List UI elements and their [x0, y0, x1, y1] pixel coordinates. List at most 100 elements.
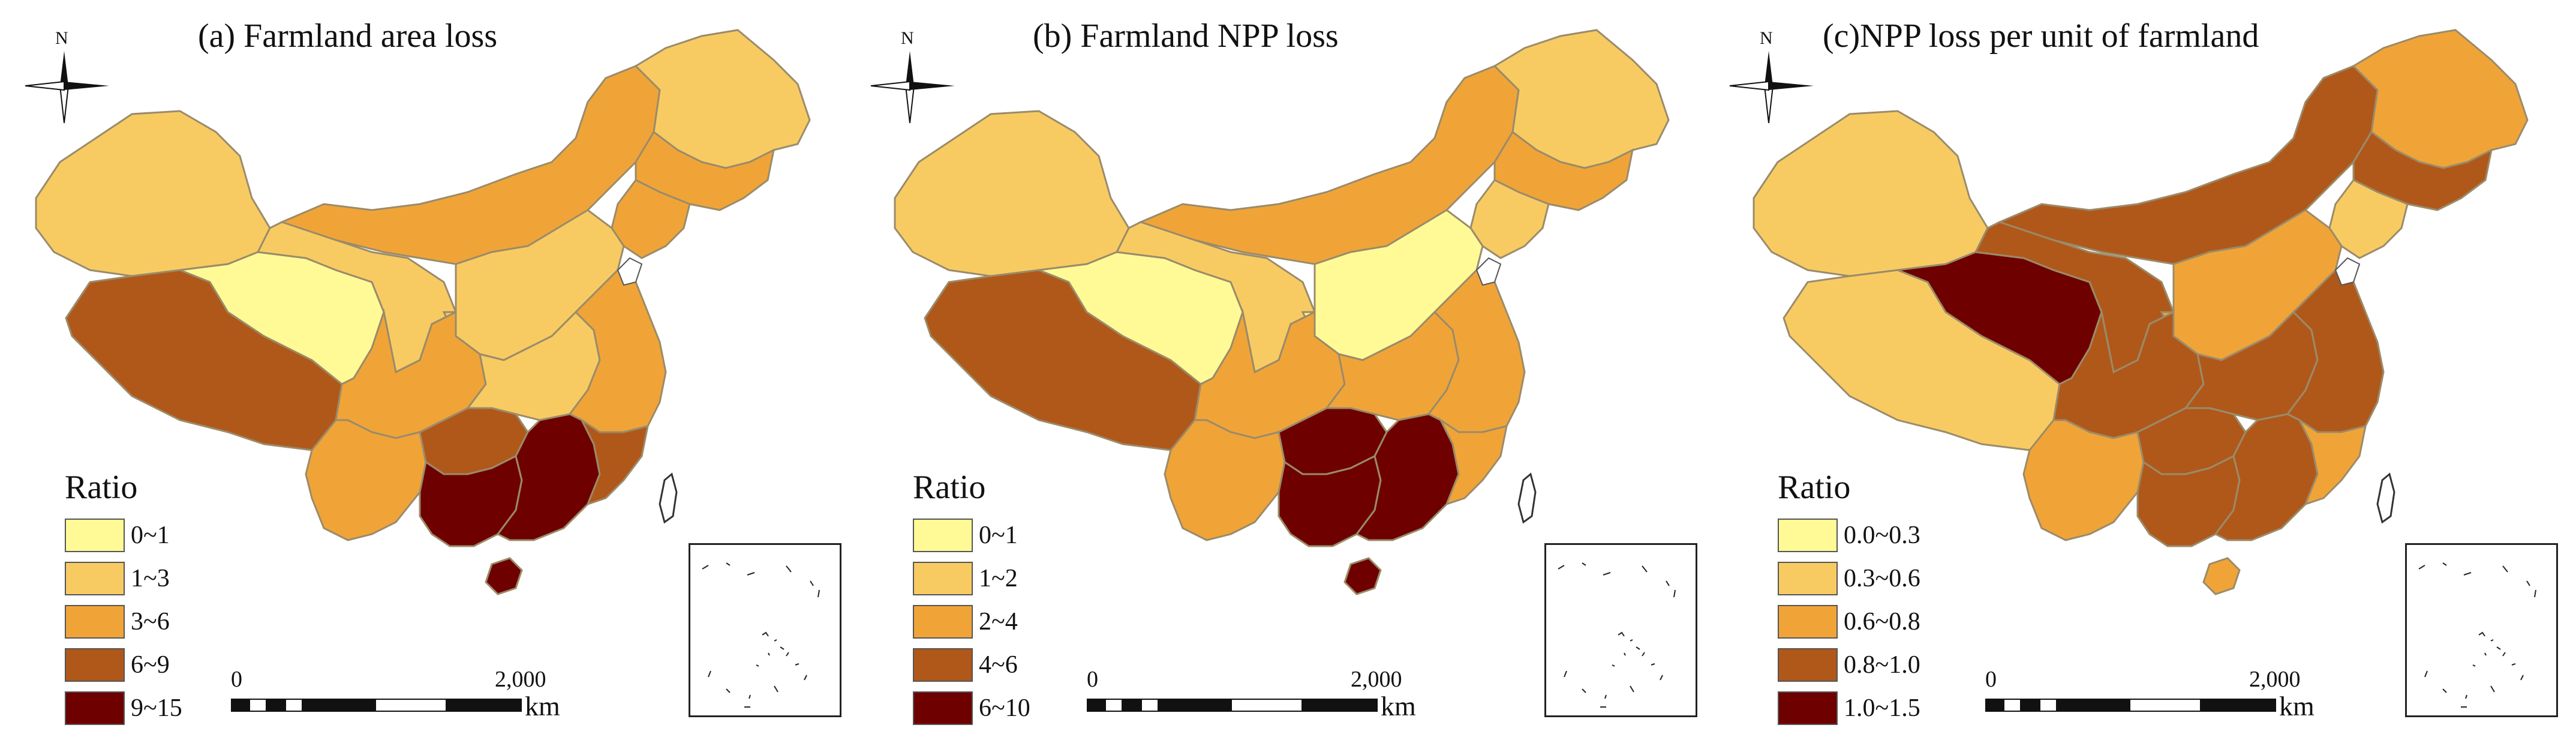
region-fujian [1438, 417, 1508, 506]
north-arrow-icon: N [859, 28, 961, 135]
legend-item: 4~6 [913, 647, 1030, 683]
scale-segment [231, 699, 249, 712]
legend-item: 1~3 [65, 561, 182, 597]
legend-label: 0~1 [131, 522, 170, 549]
map-panel-c: (c)NPP loss per unit of farmland N Ratio… [1718, 0, 2576, 740]
scale-segment [2021, 699, 2039, 712]
legend-item: 0.6~0.8 [1778, 604, 1920, 640]
legend-label: 2~4 [979, 608, 1018, 636]
legend-item: 2~4 [913, 604, 1030, 640]
legend-item: 9~15 [65, 690, 182, 726]
region-yunnan [2022, 419, 2145, 541]
legend-item: 0~1 [913, 517, 1030, 553]
legend-label: 6~10 [979, 694, 1030, 722]
north-label: N [1760, 28, 1773, 48]
region-taiwan [659, 472, 678, 524]
legend: Ratio 0.0~0.3 0.3~0.6 0.6~0.8 0.8~1.0 1.… [1778, 468, 1920, 733]
legend-item: 6~10 [913, 690, 1030, 726]
scale-zero: 0 [1087, 667, 1098, 692]
scale-zero: 0 [231, 667, 242, 692]
north-label: N [55, 28, 68, 48]
scale-max: 2,000 [495, 667, 546, 692]
legend-swatch [65, 648, 125, 682]
scale-segment [2039, 699, 2057, 712]
legend-label: 0.6~0.8 [1844, 608, 1920, 636]
scale-segment [1303, 699, 1378, 712]
region-hainan [1343, 557, 1382, 595]
scale-unit: km [525, 691, 560, 721]
legend-swatch [913, 519, 973, 552]
legend-label: 1~2 [979, 565, 1018, 592]
china-map-b [894, 29, 1670, 595]
scale-segment [2057, 699, 2129, 712]
south-china-sea-inset [2405, 543, 2558, 717]
legend-swatch [65, 691, 125, 725]
scale-max: 2,000 [2249, 667, 2301, 692]
legend-swatch [65, 562, 125, 595]
panel-title: (c)NPP loss per unit of farmland [1823, 17, 2259, 55]
scale-bar: 0 2,000 km [1985, 666, 2315, 721]
region-taiwan [1517, 472, 1537, 524]
legend-item: 0.3~0.6 [1778, 561, 1920, 597]
legend-label: 0.8~1.0 [1844, 651, 1920, 679]
legend-item: 6~9 [65, 647, 182, 683]
region-fujian [579, 417, 649, 506]
legend-swatch [913, 562, 973, 595]
region-xinjiang [35, 110, 271, 277]
panel-title: (b) Farmland NPP loss [1033, 17, 1339, 55]
legend-swatch [1778, 648, 1838, 682]
map-panel-b: (b) Farmland NPP loss N Ratio 0~1 1~2 2~… [859, 0, 1717, 740]
scale-max: 2,000 [1351, 667, 1402, 692]
legend-label: 3~6 [131, 608, 170, 636]
bohai-sea [1475, 257, 1502, 286]
china-map-c [1753, 29, 2529, 595]
north-label: N [901, 28, 914, 48]
legend-swatch [65, 519, 125, 552]
scale-segment [1985, 699, 2003, 712]
legend-item: 0~1 [65, 517, 182, 553]
china-map-a [35, 29, 811, 595]
south-china-sea-inset [1544, 543, 1697, 717]
legend-swatch [1778, 562, 1838, 595]
legend-label: 0.0~0.3 [1844, 522, 1920, 549]
legend-label: 4~6 [979, 651, 1018, 679]
scale-segment [2003, 699, 2021, 712]
legend-label: 6~9 [131, 651, 170, 679]
bohai-sea [617, 257, 643, 286]
legend: Ratio 0~1 1~2 2~4 4~6 6~10 [913, 468, 1030, 733]
legend-label: 1~3 [131, 565, 170, 592]
bohai-sea [2334, 257, 2361, 286]
region-yunnan [1164, 419, 1286, 541]
legend-swatch [913, 605, 973, 639]
legend-label: 0~1 [979, 522, 1018, 549]
region-xinjiang [1753, 110, 1989, 277]
scale-bar: 0 2,000 km [1087, 666, 1416, 721]
legend-swatch [1778, 519, 1838, 552]
scale-segment [285, 699, 303, 712]
scale-zero: 0 [1985, 667, 1997, 692]
region-liaoning [2328, 179, 2409, 259]
legend-item: 0.8~1.0 [1778, 647, 1920, 683]
legend-title: Ratio [913, 469, 986, 506]
region-yunnan [305, 419, 427, 541]
scale-unit: km [2279, 691, 2315, 721]
region-hainan [485, 557, 523, 595]
scale-unit: km [1381, 691, 1416, 721]
scale-segment [1105, 699, 1123, 712]
map-panel-a: (a) Farmland area loss N Ratio 0~1 1~3 3… [0, 0, 858, 740]
legend-item: 1~2 [913, 561, 1030, 597]
region-liaoning [611, 179, 691, 259]
region-liaoning [1469, 179, 1550, 259]
panel-title: (a) Farmland area loss [198, 17, 498, 55]
scale-segment [2129, 699, 2201, 712]
scale-segment [1159, 699, 1231, 712]
north-arrow-icon: N [13, 28, 115, 135]
scale-segment [375, 699, 447, 712]
legend-label: 1.0~1.5 [1844, 694, 1920, 722]
scale-segment [267, 699, 285, 712]
legend-swatch [1778, 605, 1838, 639]
north-arrow-icon: N [1718, 28, 1820, 135]
scale-segment [1123, 699, 1141, 712]
region-fujian [2297, 417, 2367, 506]
scale-segment [447, 699, 522, 712]
